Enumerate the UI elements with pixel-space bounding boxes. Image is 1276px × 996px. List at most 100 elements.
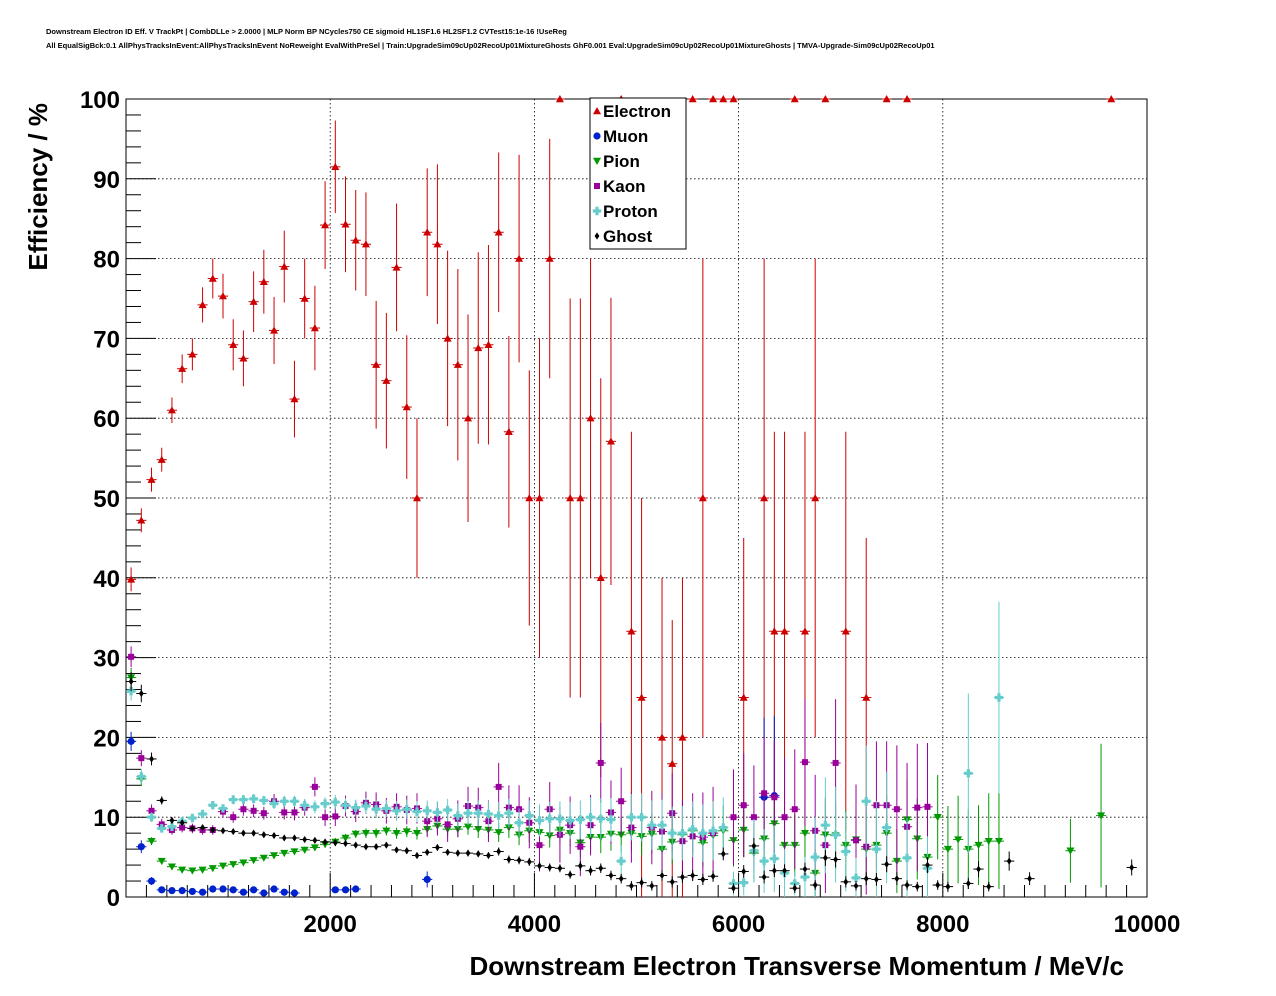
grid-lines xyxy=(126,99,1147,897)
data-point xyxy=(188,813,197,823)
data-point xyxy=(423,875,431,884)
data-point xyxy=(167,406,176,414)
data-point xyxy=(250,886,258,894)
data-point xyxy=(220,827,226,835)
data-point xyxy=(445,848,451,856)
data-point xyxy=(251,829,257,837)
data-point xyxy=(239,795,248,804)
x-tick-label: 6000 xyxy=(712,911,765,938)
data-point xyxy=(606,815,616,824)
data-point xyxy=(259,796,269,805)
data-point xyxy=(443,334,452,342)
data-point xyxy=(577,843,584,850)
data-point xyxy=(302,835,308,844)
data-point xyxy=(740,802,747,809)
data-point xyxy=(821,95,830,103)
data-point xyxy=(750,814,757,821)
data-point xyxy=(167,863,176,871)
data-point xyxy=(761,873,767,881)
series-proton xyxy=(126,601,1005,897)
data-point xyxy=(882,95,891,103)
data-point xyxy=(128,677,134,686)
legend-label-kaon: Kaon xyxy=(603,177,646,196)
axis-ticks: 2000 4000 6000 8000 10000 0 10 20 30 40 50 60 70 80 90… xyxy=(80,87,1180,938)
data-point xyxy=(280,262,289,270)
data-point xyxy=(566,494,575,502)
data-point xyxy=(331,162,340,171)
data-point xyxy=(412,807,422,816)
data-point xyxy=(433,240,442,248)
data-point xyxy=(178,887,186,895)
data-point xyxy=(832,759,839,766)
data-point xyxy=(290,797,299,806)
data-point xyxy=(627,627,636,635)
data-point xyxy=(657,820,667,830)
data-point xyxy=(791,806,798,813)
data-point xyxy=(280,797,289,806)
data-point xyxy=(668,828,677,838)
data-point xyxy=(688,824,697,834)
data-point xyxy=(310,802,320,812)
data-point xyxy=(719,823,728,832)
data-point xyxy=(292,834,297,842)
data-point xyxy=(841,847,851,856)
data-point xyxy=(218,804,228,813)
data-point xyxy=(811,494,820,502)
data-point xyxy=(474,343,483,352)
data-point xyxy=(209,885,217,893)
data-point xyxy=(188,867,197,875)
data-point xyxy=(759,856,769,866)
data-point xyxy=(637,813,646,822)
data-point xyxy=(353,841,359,849)
data-point xyxy=(208,274,217,282)
data-point xyxy=(882,823,891,832)
data-point xyxy=(422,806,432,816)
data-point xyxy=(751,842,757,850)
data-point xyxy=(147,837,156,846)
data-point xyxy=(822,854,828,862)
data-point xyxy=(218,862,227,870)
data-point xyxy=(770,627,779,635)
legend-label-muon: Muon xyxy=(603,127,648,146)
data-point xyxy=(862,797,871,806)
data-point xyxy=(198,300,207,309)
data-point xyxy=(351,830,360,838)
data-point xyxy=(361,801,371,811)
y-tick-label: 80 xyxy=(93,247,120,274)
y-tick-label: 90 xyxy=(93,167,120,194)
data-point xyxy=(729,95,738,103)
data-point xyxy=(821,820,830,830)
data-point xyxy=(872,844,881,854)
data-point xyxy=(147,813,156,822)
data-point xyxy=(341,886,350,894)
data-point xyxy=(218,292,227,300)
data-point xyxy=(392,829,401,838)
data-point xyxy=(249,857,258,865)
data-point xyxy=(210,826,216,834)
data-point xyxy=(494,811,503,820)
data-point xyxy=(310,324,319,332)
data-point xyxy=(812,881,818,889)
data-point xyxy=(137,516,146,524)
data-point xyxy=(474,809,483,818)
data-point xyxy=(627,813,636,822)
data-point xyxy=(239,888,248,896)
data-point xyxy=(1129,863,1135,872)
data-point xyxy=(647,820,657,830)
data-point xyxy=(137,772,146,781)
data-point xyxy=(535,494,544,502)
data-point xyxy=(893,806,900,813)
data-point xyxy=(414,851,420,860)
legend-marker-kaon xyxy=(594,183,600,189)
data-point xyxy=(404,847,410,855)
data-point xyxy=(780,627,789,635)
data-point xyxy=(935,881,941,889)
data-point xyxy=(178,364,187,372)
data-point xyxy=(127,737,135,745)
x-tick-label: 2000 xyxy=(304,911,357,938)
data-point xyxy=(618,875,624,883)
data-point xyxy=(494,829,503,837)
data-point xyxy=(535,816,544,825)
data-point xyxy=(178,866,187,874)
data-point xyxy=(586,414,595,422)
